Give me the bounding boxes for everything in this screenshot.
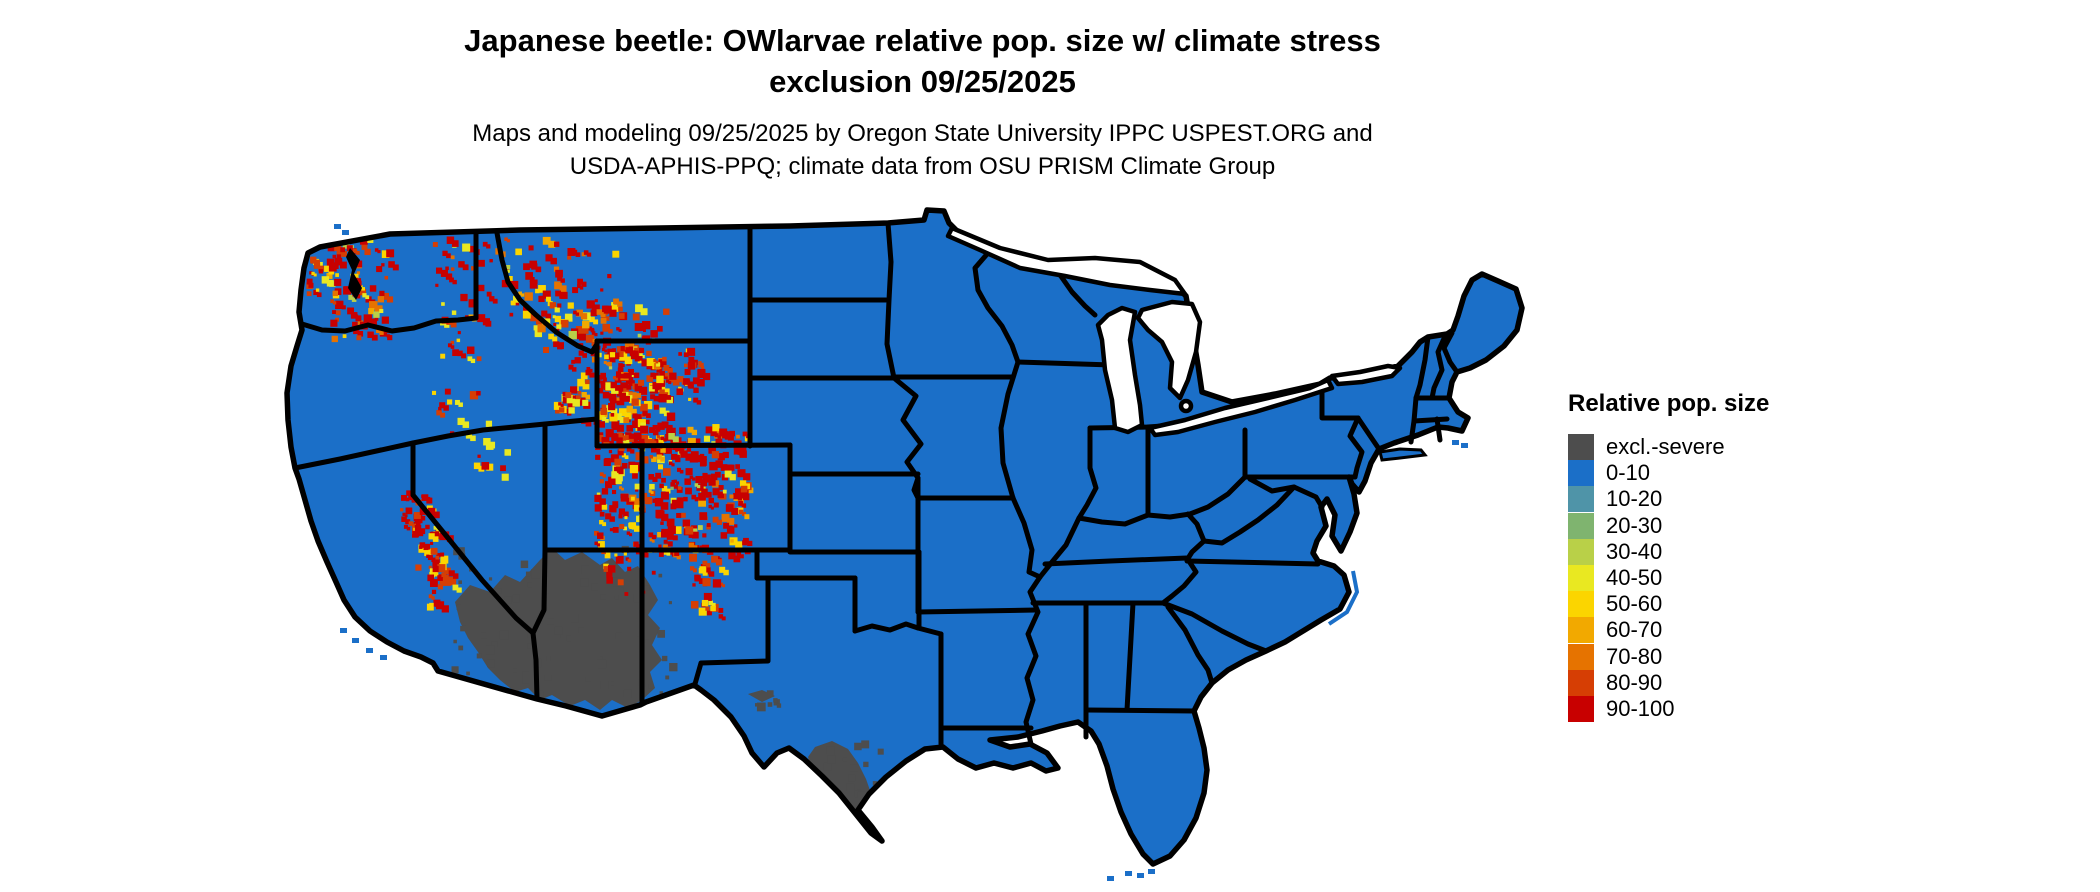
legend-title: Relative pop. size [1568, 390, 1770, 417]
legend-swatch [1568, 565, 1594, 592]
exclusion-zone-nm-speck [652, 710, 666, 719]
lake-st-clair [1178, 398, 1194, 414]
legend-item: 20-30 [1568, 512, 1769, 539]
legend-swatch [1568, 538, 1594, 565]
legend-item-label: excl.-severe [1606, 434, 1725, 460]
us-landmass [287, 210, 1522, 864]
legend-rows: excl.-severe 0-10 10-20 20-30 30-40 40-50 50-6… [1568, 434, 1769, 722]
hotspot-cluster-north-nevada [473, 442, 512, 481]
legend-swatch [1568, 695, 1594, 722]
legend-item-label: 50-60 [1606, 591, 1663, 617]
legend-item-label: 20-30 [1606, 512, 1663, 538]
legend-swatch [1568, 617, 1594, 644]
state-borders [292, 220, 1460, 747]
legend-swatch [1568, 643, 1594, 670]
legend-item: 80-90 [1568, 669, 1769, 696]
legend-item: 50-60 [1568, 591, 1769, 618]
legend-item-label: 0-10 [1606, 460, 1651, 486]
legend-item: 40-50 [1568, 565, 1769, 592]
legend-swatch [1568, 486, 1594, 513]
legend-item: 60-70 [1568, 617, 1769, 644]
hotspot-cluster-wasatch-utah [594, 432, 653, 558]
puget-sound [346, 248, 362, 300]
legend-swatch [1568, 669, 1594, 696]
us-coastline [284, 207, 1525, 867]
title-block: Japanese beetle: OWlarvae relative pop. … [0, 20, 1845, 183]
legend-item-label: 60-70 [1606, 617, 1663, 643]
page-title-line1: Japanese beetle: OWlarvae relative pop. … [464, 23, 1381, 58]
great-lakes [945, 225, 1403, 438]
offshore-islands [334, 224, 1468, 881]
raster-layer [306, 236, 884, 838]
subtitle-line1: Maps and modeling 09/25/2025 by Oregon S… [472, 120, 1373, 147]
legend-item: excl.-severe [1568, 434, 1769, 461]
outer-banks [1327, 570, 1360, 626]
hotspot-cluster-sangre-de-cristo-nm [689, 555, 729, 621]
legend-item: 90-100 [1568, 695, 1769, 722]
long-island [1378, 447, 1428, 462]
hotspot-cluster-wa-olympics [306, 256, 337, 298]
hotspot-cluster-se-wa-blues [440, 331, 482, 364]
legend-item-label: 90-100 [1606, 695, 1675, 721]
hotspot-cluster-sierra-nevada-ca-3 [426, 562, 462, 613]
legend: Relative pop. size excl.-severe 0-10 10-20… [1568, 390, 1769, 722]
legend-item: 10-20 [1568, 486, 1769, 513]
legend-item-label: 30-40 [1606, 538, 1663, 564]
legend-item: 0-10 [1568, 460, 1769, 487]
legend-swatch [1568, 434, 1594, 461]
legend-swatch [1568, 591, 1594, 618]
legend-swatch [1568, 512, 1594, 539]
legend-item-label: 40-50 [1606, 565, 1663, 591]
subtitle-line2: USDA-APHIS-PPQ; climate data from OSU PR… [569, 153, 1276, 180]
page-title-line2: exclusion 09/25/2025 [769, 64, 1076, 99]
legend-item-label: 10-20 [1606, 486, 1663, 512]
hotspot-cluster-ne-oregon [431, 388, 496, 449]
legend-item: 70-80 [1568, 643, 1769, 670]
legend-item-label: 70-80 [1606, 643, 1663, 669]
subtitle: Maps and modeling 09/25/2025 by Oregon S… [0, 117, 1845, 183]
legend-swatch [1568, 460, 1594, 487]
legend-item-label: 80-90 [1606, 669, 1663, 695]
hotspot-cluster-bighorn-wy [665, 347, 711, 405]
legend-item: 30-40 [1568, 538, 1769, 565]
